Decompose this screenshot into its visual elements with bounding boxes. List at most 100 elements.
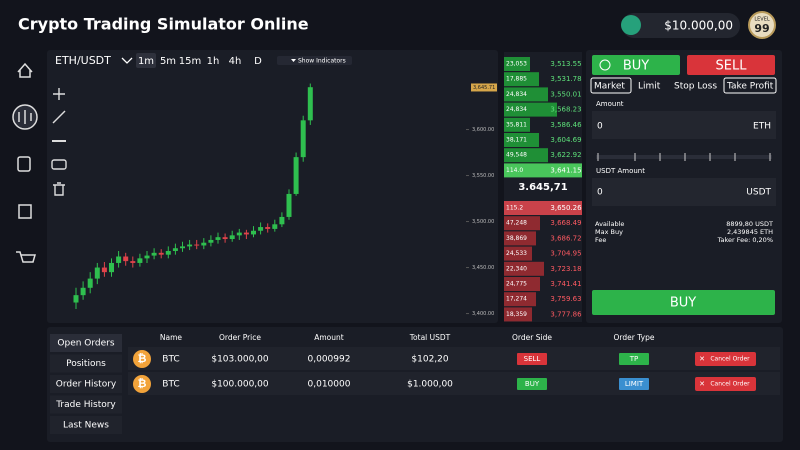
orders-tab[interactable]: Order History	[56, 380, 117, 390]
y-tick-label: 3,400.00	[472, 311, 494, 317]
candle-body	[222, 237, 228, 240]
submit-button[interactable]	[592, 290, 775, 315]
amount-label: Amount	[596, 100, 624, 108]
news-icon[interactable]	[18, 204, 32, 219]
pair[interactable]: ETH/USDT	[55, 54, 111, 67]
column-header: Order Side	[512, 333, 552, 342]
level-badge	[748, 11, 776, 39]
candle-body	[201, 242, 207, 246]
chart-icon-bars	[18, 110, 32, 124]
last-price-label: 3,645.71	[473, 85, 495, 91]
book-amount: 49,548	[506, 152, 527, 159]
slider-ticks	[597, 153, 771, 161]
book-amount: 24,834	[506, 91, 527, 98]
order-side: SELL	[524, 355, 541, 363]
depth-bar	[504, 163, 582, 178]
coin-symbol: ₿	[138, 352, 147, 365]
orders-tab[interactable]: Last News	[63, 421, 109, 431]
depth-bar	[504, 117, 530, 132]
market-box[interactable]	[590, 77, 632, 94]
book-amount: 24,834	[506, 106, 527, 113]
y-tick-label: 3,500.00	[472, 219, 494, 225]
interval[interactable]: 5m	[160, 56, 176, 67]
chart-panel	[47, 50, 498, 323]
buy-tab[interactable]	[592, 55, 680, 75]
book-price: 3,650.26	[550, 204, 582, 212]
order-type[interactable]: Market	[594, 82, 625, 92]
column-header: Name	[160, 333, 183, 342]
depth-bar	[504, 292, 536, 307]
tab-bg[interactable]	[50, 375, 122, 393]
take-profit-box[interactable]	[723, 77, 777, 94]
book-amount: 22,340	[506, 265, 527, 272]
home-icon[interactable]	[17, 62, 33, 78]
orders-tab[interactable]: Positions	[66, 359, 106, 369]
cancel-label[interactable]: Cancel Order	[710, 356, 750, 363]
candle-body	[180, 246, 185, 249]
book-price: 3,741.41	[550, 280, 581, 288]
sell-tab-label[interactable]: SELL	[716, 59, 748, 74]
order-type: TP	[629, 355, 639, 363]
orders-tab[interactable]: Open Orders	[57, 339, 114, 349]
type-badge	[619, 378, 649, 390]
trade-info: Available 8899,80 USDT Max Buy 2,439845 ETH…	[595, 220, 773, 244]
y-tick-label: 3,550.00	[472, 173, 494, 179]
balance: $10.000,00	[664, 19, 733, 33]
interval[interactable]: 1m	[138, 56, 154, 67]
coin-icon	[133, 375, 151, 393]
crosshair-tool[interactable]	[53, 88, 65, 100]
column-header: Order Type	[614, 333, 655, 342]
slider[interactable]	[596, 155, 772, 159]
y-tick-label: 3,600.00	[472, 127, 494, 133]
candle-body	[94, 267, 100, 279]
indicators[interactable]: Show Indicators	[298, 58, 346, 65]
y-tick-label: 3,450.00	[472, 265, 494, 271]
interval[interactable]: 1h	[207, 56, 220, 67]
order-type: LIMIT	[625, 380, 644, 388]
depth-bar	[504, 72, 539, 87]
app-title: Crypto Trading Simulator Online	[18, 15, 309, 34]
book-last-price: 3.645,71	[518, 182, 567, 193]
sidebar	[12, 62, 38, 263]
cancel-label[interactable]: Cancel Order	[710, 381, 750, 388]
tab-bg[interactable]	[50, 354, 122, 373]
orders-tab[interactable]: Trade History	[55, 400, 116, 410]
order-type[interactable]: Take Profit	[726, 82, 774, 92]
depth-bar	[504, 231, 536, 246]
last-price-tag	[471, 83, 497, 92]
book-amount: 114.0	[506, 167, 523, 174]
order-price: $103.000,00	[211, 355, 269, 365]
portfolio-icon[interactable]	[17, 156, 31, 172]
book-amount: 38,869	[506, 235, 527, 242]
cancel-button[interactable]	[695, 377, 756, 391]
usdt-input[interactable]	[592, 178, 776, 206]
amount-value[interactable]: 0	[597, 122, 603, 132]
cancel-button[interactable]	[695, 352, 756, 366]
order-type[interactable]: Limit	[638, 82, 661, 92]
tab-bg[interactable]	[50, 395, 122, 414]
sell-tab[interactable]	[687, 55, 775, 75]
tab-bg[interactable]	[50, 334, 122, 352]
tab-bg[interactable]	[50, 416, 122, 434]
column-header: Total USDT	[409, 333, 451, 342]
amount-input[interactable]	[592, 111, 776, 139]
delete-tool[interactable]	[53, 182, 65, 196]
order-type[interactable]: Stop Loss	[674, 82, 717, 92]
info-label: Max Buy	[595, 228, 623, 236]
buy-tab-label[interactable]: BUY	[623, 59, 649, 74]
usdt-unit: USDT	[746, 188, 771, 198]
line-tool[interactable]	[52, 110, 66, 124]
depth-bar	[504, 277, 540, 291]
interval[interactable]: 4h	[229, 56, 242, 67]
interval[interactable]: D	[254, 56, 262, 67]
book-amount: 17,885	[506, 76, 527, 83]
shop-icon[interactable]	[16, 251, 36, 263]
usdt-value[interactable]: 0	[597, 188, 603, 198]
indicators-button[interactable]	[277, 56, 352, 65]
pair-dropdown[interactable]	[121, 57, 133, 64]
rect-tool[interactable]	[51, 159, 67, 170]
depth-bar	[504, 148, 548, 163]
book-amount: 18,359	[506, 311, 527, 318]
interval[interactable]: 15m	[179, 56, 201, 67]
submit-label[interactable]: BUY	[670, 296, 696, 311]
